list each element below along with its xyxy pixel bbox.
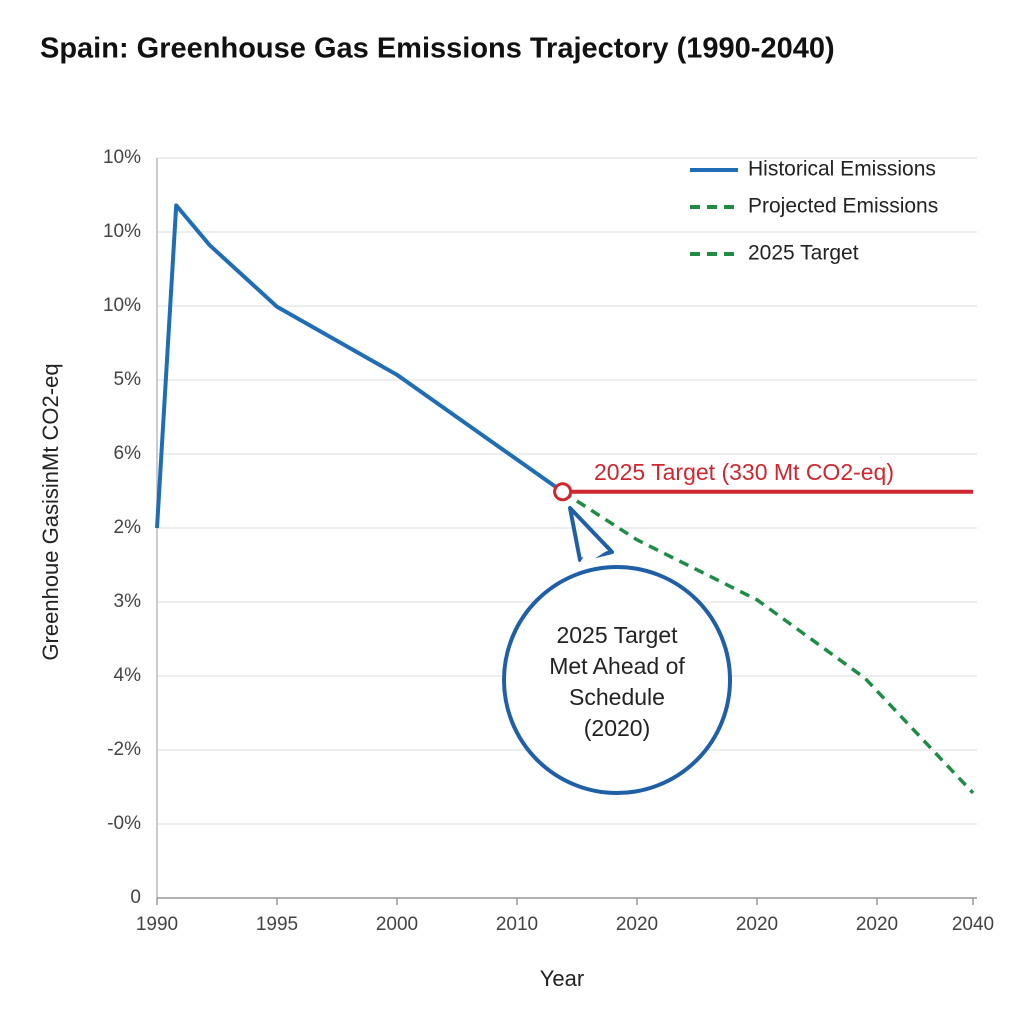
x-tick-label: 2020 [616,914,658,935]
x-axis-label: Year [540,966,584,991]
callout-text: Met Ahead of [549,653,685,679]
y-tick-label: 10% [103,147,141,168]
x-tick-label: 1990 [136,914,178,935]
target-marker [553,482,573,502]
y-tick-label: 4% [114,665,142,686]
y-tick-label: 10% [103,221,141,242]
y-tick-label: -2% [107,739,141,760]
y-tick-label: 5% [114,369,142,390]
y-tick-label: 2% [114,517,142,538]
callout-pointer [568,506,614,562]
x-tick-label: 2010 [496,914,538,935]
y-tick-label: 0 [130,887,141,908]
legend-label: 2025 Target [748,242,859,265]
chart-title: Spain: Greenhouse Gas Emissions Trajecto… [40,33,835,65]
callout-bubble [502,565,732,795]
target-annotation: 2025 Target (330 Mt CO2-eq) [594,459,894,485]
series-line [561,490,975,795]
x-tick-label: 2020 [856,914,898,935]
series-line [155,203,564,529]
legend-label: Projected Emissions [748,195,938,218]
y-tick-label: 3% [114,591,142,612]
x-tick-label: 2020 [736,914,778,935]
callout-cover [574,550,608,572]
y-tick-label: 10% [103,295,141,316]
callout: 2025 Target Met Ahead of Schedule (2020) [502,506,732,795]
x-tick-label: 2000 [376,914,418,935]
y-tick-label: 6% [114,443,142,464]
callout-text: (2020) [584,715,650,741]
x-tick-label: 1995 [256,914,298,935]
x-tick-label: 2040 [952,914,994,935]
callout-text: Schedule [569,684,665,710]
legend-label: Historical Emissions [748,158,936,181]
y-tick-label: -0% [107,813,141,834]
callout-text: 2025 Target [556,622,678,648]
y-axis-label: Greenhoue GasisinMt CO2-eq [38,363,63,660]
